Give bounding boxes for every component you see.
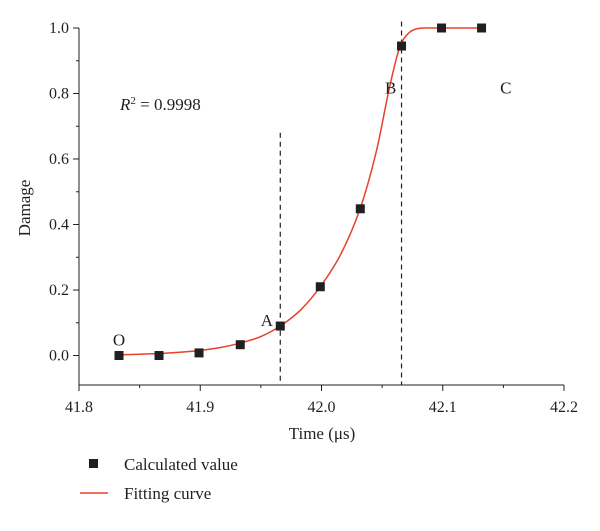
data-point: [275, 321, 285, 331]
fitting-curve: [118, 27, 482, 356]
data-point: [355, 204, 365, 214]
y-tick-label: 0.0: [49, 348, 69, 365]
x-axis-title: Time (μs): [289, 424, 356, 443]
data-point: [235, 340, 245, 350]
x-tick-label: 41.9: [186, 399, 214, 416]
legend-marker-calculated: [89, 459, 98, 468]
y-tick-label: 0.4: [49, 217, 69, 234]
data-point: [315, 282, 325, 292]
legend-label-calculated: Calculated value: [124, 455, 238, 474]
y-tick-label: 0.2: [49, 282, 69, 299]
y-axis-title: Damage: [15, 180, 34, 237]
series-markers: [114, 23, 487, 361]
legend: Calculated value Fitting curve: [80, 455, 238, 503]
annotation-o: O: [113, 331, 125, 350]
x-tick-label: 41.8: [65, 399, 93, 416]
data-point: [437, 23, 447, 33]
annotations: O A B C: [113, 79, 512, 350]
annotation-b: B: [385, 79, 396, 98]
data-point: [477, 23, 487, 33]
y-tick-label: 0.8: [49, 86, 69, 103]
y-tick-label: 0.6: [49, 151, 69, 168]
series-lines: [118, 27, 482, 356]
x-tick-label: 42.0: [308, 399, 336, 416]
phase-boundaries: [279, 21, 403, 385]
r2-label: R2 = 0.9998: [119, 95, 201, 114]
data-point: [114, 351, 124, 361]
axes: 41.8 41.9 42.0 42.1 42.2 0.0 0.2 0.4 0.6 0.8 1.0: [49, 20, 578, 416]
data-point: [194, 348, 204, 358]
legend-label-fitting: Fitting curve: [124, 484, 211, 503]
data-point: [154, 351, 164, 361]
annotation-a: A: [261, 311, 274, 330]
x-tick-label: 42.1: [429, 399, 457, 416]
annotation-c: C: [500, 79, 511, 98]
x-tick-label: 42.2: [550, 399, 578, 416]
y-tick-label: 1.0: [49, 20, 69, 37]
data-point: [397, 41, 407, 51]
